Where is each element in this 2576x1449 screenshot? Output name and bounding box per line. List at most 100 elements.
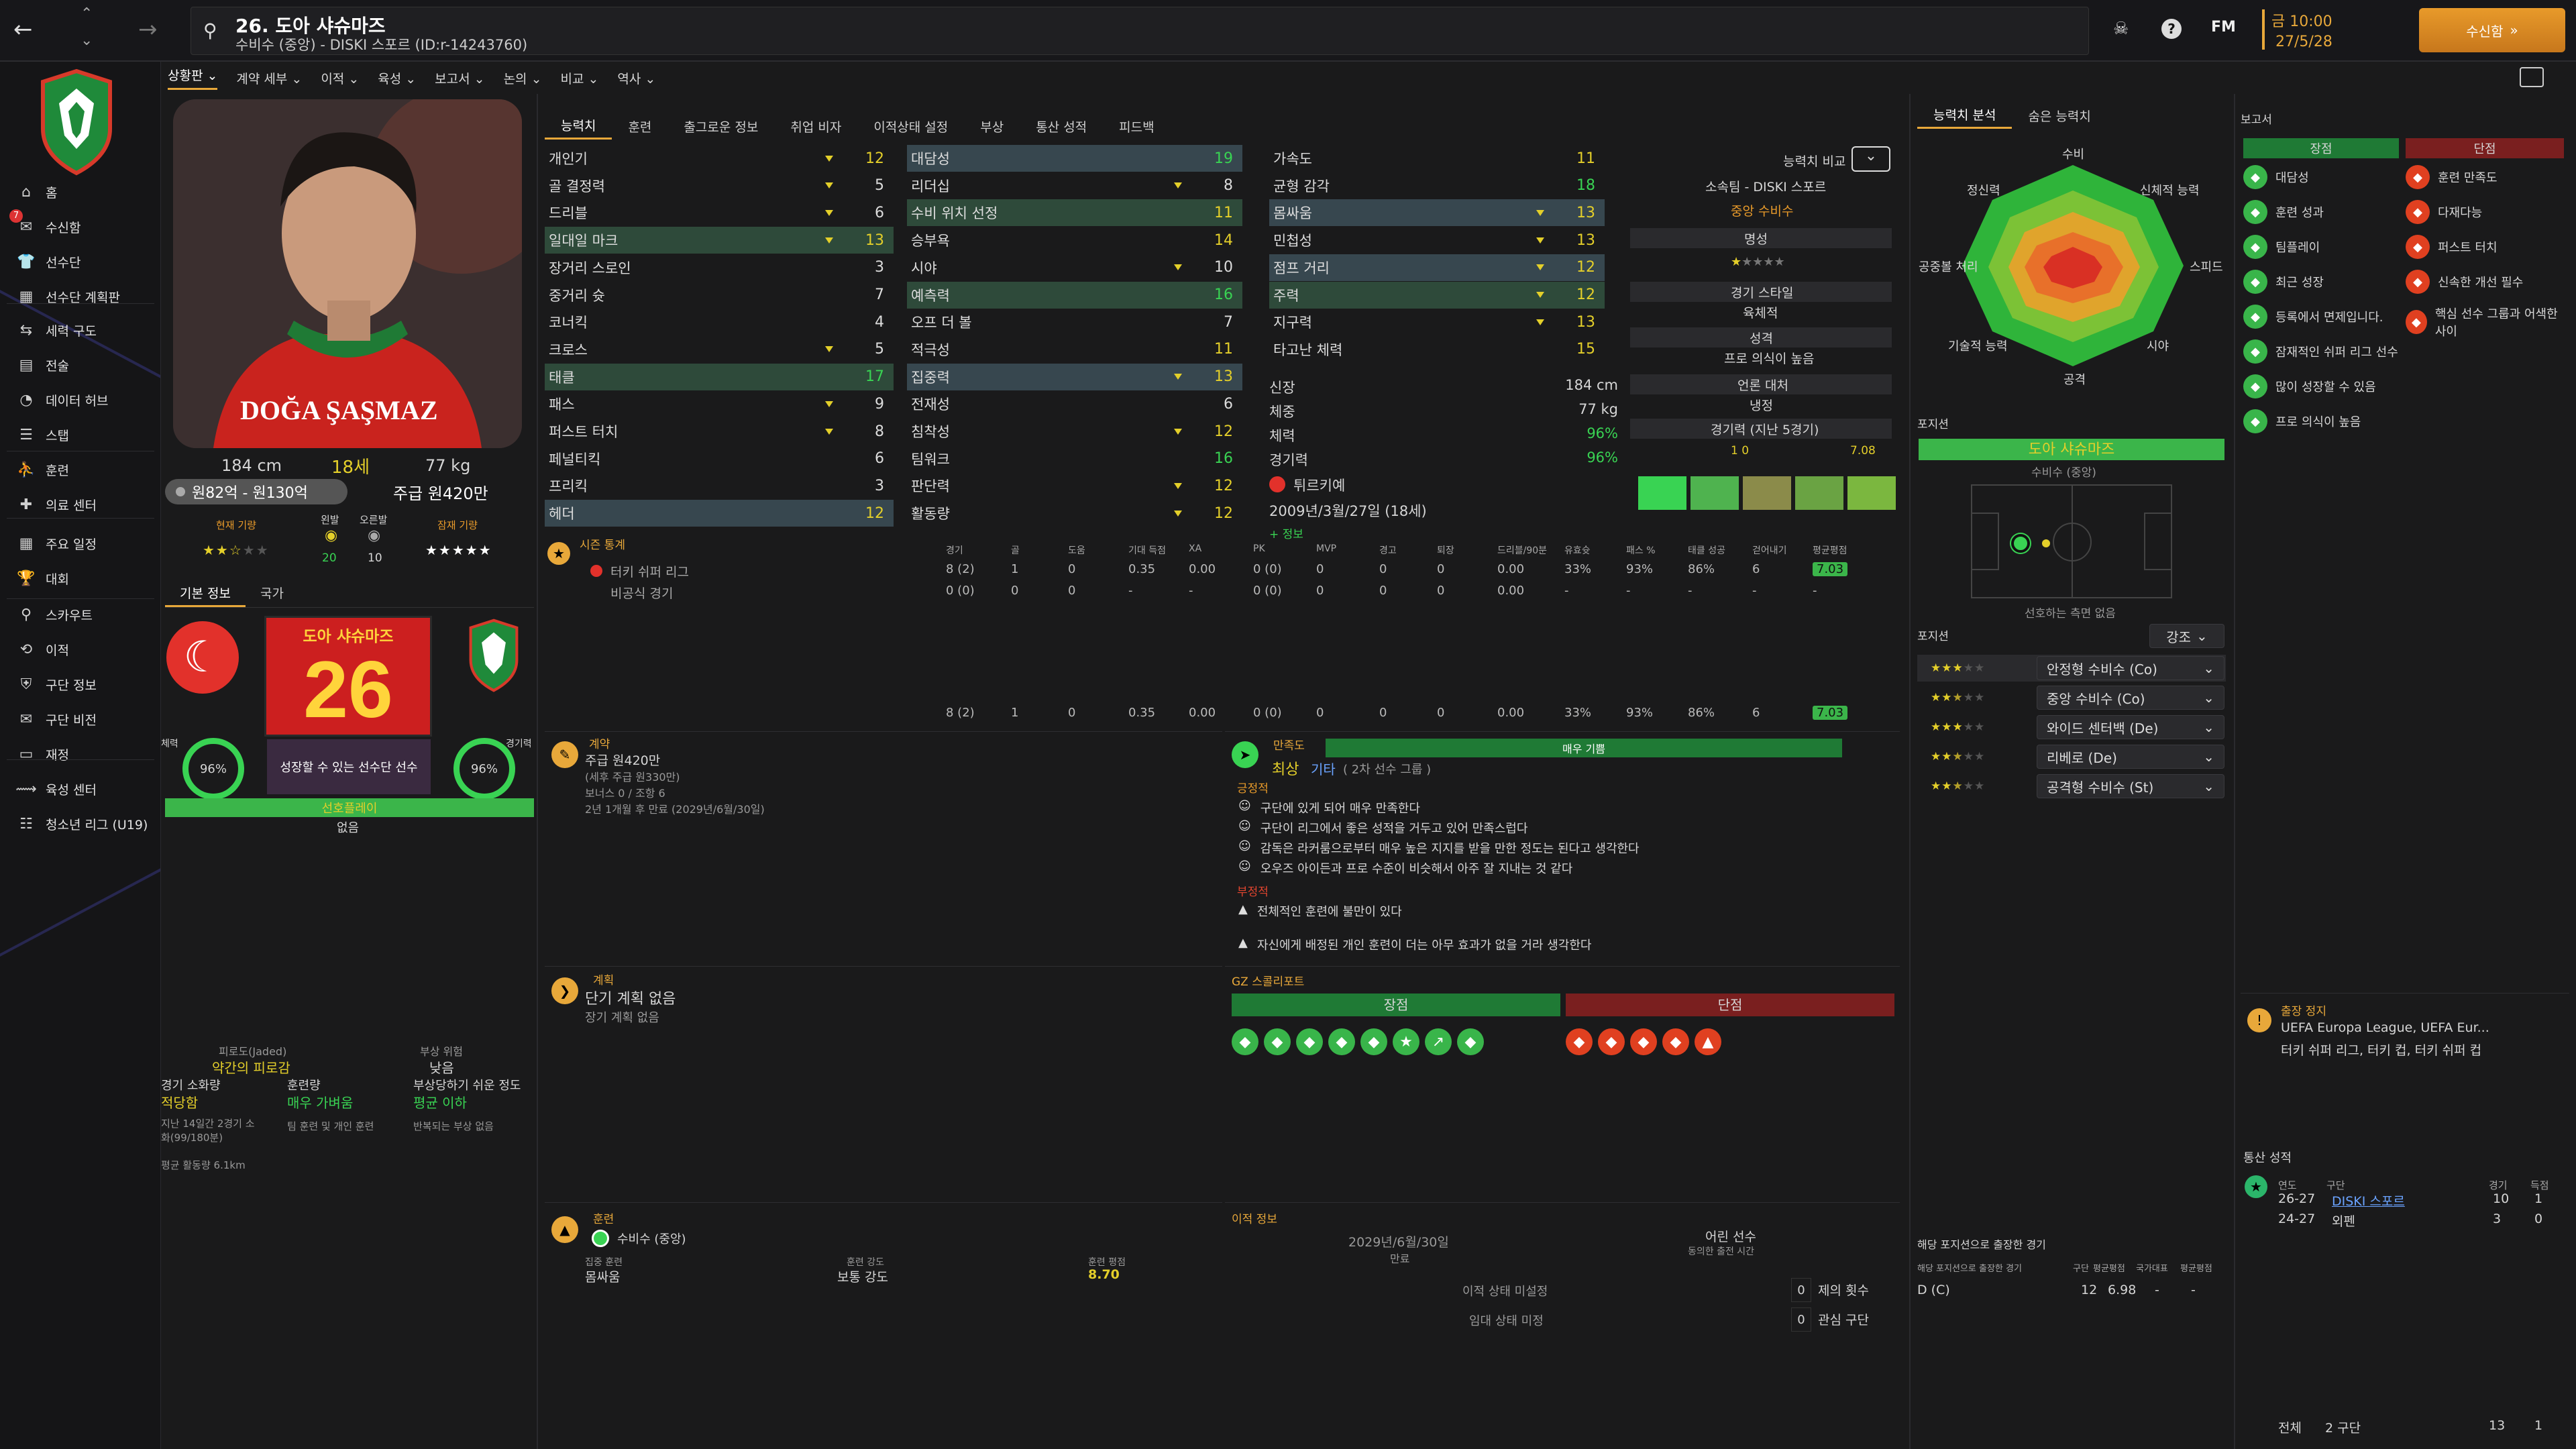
strength-icon[interactable]: ↗: [1425, 1028, 1452, 1055]
stats-column-header[interactable]: 평균평점: [1813, 545, 1847, 556]
report-item[interactable]: ◆ 프로 의식이 높음: [2243, 409, 2404, 433]
strength-icon[interactable]: ◆: [1328, 1028, 1355, 1055]
attribute-row[interactable]: 프리킥 3: [545, 472, 894, 499]
stats-column-header[interactable]: XA: [1189, 543, 1202, 554]
nav-up-icon[interactable]: ⌃: [80, 5, 93, 22]
tab-basic-info[interactable]: 기본 정보: [165, 577, 246, 607]
role-dropdown[interactable]: 안정형 수비수 (Co) ⌄: [2037, 656, 2224, 680]
stats-column-header[interactable]: 태클 성공: [1688, 545, 1725, 556]
subnav-item[interactable]: 비교 ⌄: [560, 71, 599, 87]
stats-column-header[interactable]: PK: [1253, 543, 1265, 554]
subnav-item[interactable]: 논의 ⌄: [503, 71, 542, 87]
attribute-row[interactable]: 전재성 6: [907, 390, 1242, 417]
nav-down-icon[interactable]: ⌄: [80, 32, 93, 49]
tab-nation[interactable]: 국가: [260, 586, 284, 601]
sidebar-item[interactable]: ⛹ 훈련: [17, 458, 69, 482]
report-item[interactable]: ◆ 퍼스트 터치: [2406, 235, 2567, 259]
tab-attribute[interactable]: 취업 비자: [790, 119, 842, 135]
stats-column-header[interactable]: 패스 %: [1626, 545, 1656, 556]
sidebar-item[interactable]: ◔ 데이터 허브: [17, 388, 108, 412]
weakness-icon[interactable]: ▲: [1695, 1028, 1721, 1055]
report-icon-btn[interactable]: [2520, 67, 2544, 87]
sidebar-item[interactable]: ⇆ 세력 구도: [17, 318, 97, 342]
report-item[interactable]: ◆ 신속한 개선 필수: [2406, 270, 2567, 294]
stats-column-header[interactable]: 드리블/90분: [1497, 545, 1548, 556]
tab-attribute[interactable]: 이적상태 설정: [873, 119, 949, 135]
attribute-row[interactable]: 오프 더 볼 7: [907, 309, 1242, 335]
attribute-row[interactable]: 골 결정력 5: [545, 172, 894, 199]
strength-icon[interactable]: ◆: [1360, 1028, 1387, 1055]
weakness-icon[interactable]: ◆: [1662, 1028, 1689, 1055]
sidebar-item[interactable]: ✉ 구단 비전: [17, 707, 97, 731]
strength-icon[interactable]: ◆: [1232, 1028, 1258, 1055]
stats-column-header[interactable]: 퇴장: [1437, 545, 1454, 556]
attribute-row[interactable]: 몸싸움 13: [1269, 199, 1605, 227]
report-item[interactable]: ◆ 팀플레이: [2243, 235, 2404, 259]
attribute-row[interactable]: 개인기 12: [545, 145, 894, 172]
tab-attribute[interactable]: 출그로운 정보: [684, 119, 759, 135]
report-item[interactable]: ◆ 잠재적인 쉬퍼 리그 선수: [2243, 339, 2404, 364]
report-item[interactable]: ◆ 등록에서 면제입니다.: [2243, 305, 2404, 329]
strength-icon[interactable]: ★: [1393, 1028, 1419, 1055]
club-badge[interactable]: [467, 619, 521, 692]
attribute-row[interactable]: 시야 10: [907, 254, 1242, 281]
stats-column-header[interactable]: 골: [1011, 545, 1020, 556]
forward-button[interactable]: →: [138, 16, 158, 43]
continue-button[interactable]: 수신함»: [2419, 8, 2565, 52]
weakness-icon[interactable]: ◆: [1630, 1028, 1657, 1055]
report-item[interactable]: ◆ 많이 성장할 수 있음: [2243, 374, 2404, 398]
back-button[interactable]: ←: [13, 16, 33, 43]
attribute-row[interactable]: 퍼스트 터치 8: [545, 418, 894, 445]
attribute-row[interactable]: 예측력 16: [907, 281, 1242, 309]
attribute-row[interactable]: 주력 12: [1269, 281, 1605, 309]
attribute-row[interactable]: 리더십 8: [907, 172, 1242, 199]
sidebar-item[interactable]: ⟲ 이적: [17, 637, 69, 661]
stats-column-header[interactable]: 유효슛: [1564, 545, 1591, 556]
attribute-row[interactable]: 균형 감각 18: [1269, 172, 1605, 199]
role-dropdown[interactable]: 공격형 수비수 (St) ⌄: [2037, 774, 2224, 798]
tab-attribute[interactable]: 피드백: [1119, 119, 1155, 135]
subnav-item[interactable]: 상황판 ⌄: [168, 66, 218, 90]
subnav-item[interactable]: 보고서 ⌄: [435, 71, 485, 87]
attribute-row[interactable]: 중거리 슛 7: [545, 282, 894, 309]
attribute-row[interactable]: 장거리 스로인 3: [545, 254, 894, 281]
attribute-row[interactable]: 가속도 11: [1269, 145, 1605, 172]
attribute-row[interactable]: 판단력 12: [907, 472, 1242, 499]
sidebar-item[interactable]: ✚ 의료 센터: [17, 492, 97, 517]
attribute-row[interactable]: 수비 위치 선정 11: [907, 199, 1242, 227]
tab-ability-analysis[interactable]: 능력치 분석: [1917, 102, 2012, 129]
stats-column-header[interactable]: 경기: [946, 545, 963, 556]
search-bar[interactable]: ⚲ 26. 도아 샤슈마즈 수비수 (중앙) - DISKI 스포르 (ID:r…: [191, 7, 2089, 55]
report-item[interactable]: ◆ 대담성: [2243, 165, 2404, 189]
attribute-row[interactable]: 침착성 12: [907, 418, 1242, 445]
attribute-row[interactable]: 헤더 12: [545, 500, 894, 527]
role-row[interactable]: ★★★★★ 중앙 수비수 (Co) ⌄: [1917, 684, 2226, 711]
weakness-icon[interactable]: ◆: [1598, 1028, 1625, 1055]
role-dropdown[interactable]: 중앙 수비수 (Co) ⌄: [2037, 686, 2224, 710]
attribute-row[interactable]: 지구력 13: [1269, 309, 1605, 335]
attribute-row[interactable]: 페널티킥 6: [545, 445, 894, 472]
sidebar-item[interactable]: ⟿ 육성 센터: [15, 777, 97, 801]
report-item[interactable]: ◆ 핵심 선수 그룹과 어색한 사이: [2406, 305, 2567, 339]
sidebar-item[interactable]: ☰ 스탭: [17, 423, 69, 447]
report-item[interactable]: ◆ 다재다능: [2406, 200, 2567, 224]
attribute-row[interactable]: 점프 거리 12: [1269, 254, 1605, 281]
stats-column-header[interactable]: 걷어내기: [1752, 545, 1787, 556]
role-dropdown[interactable]: 와이드 센터백 (De) ⌄: [2037, 715, 2224, 739]
role-dropdown[interactable]: 리베로 (De) ⌄: [2037, 745, 2224, 769]
strength-icon[interactable]: ◆: [1296, 1028, 1323, 1055]
highlight-dropdown[interactable]: 강조 ⌄: [2149, 624, 2224, 648]
sidebar-item[interactable]: ✉ 수신함 7: [9, 209, 80, 239]
sidebar-item[interactable]: 👕 선수단: [17, 250, 80, 274]
stats-column-header[interactable]: 경고: [1379, 545, 1397, 556]
sidebar-item[interactable]: ⛨ 구단 정보: [17, 672, 97, 696]
sidebar-item[interactable]: ▭ 재정: [17, 742, 69, 766]
attribute-row[interactable]: 타고난 체력 15: [1269, 336, 1605, 363]
sidebar-item[interactable]: ⌂ 홈: [17, 180, 57, 204]
skull-icon[interactable]: ☠: [2113, 19, 2129, 39]
attribute-row[interactable]: 코너킥 4: [545, 309, 894, 335]
attribute-row[interactable]: 일대일 마크 13: [545, 227, 894, 254]
subnav-item[interactable]: 이적 ⌄: [321, 71, 360, 87]
career-club-link[interactable]: DISKI 스포르: [2332, 1194, 2405, 1209]
attribute-row[interactable]: 드리블 6: [545, 199, 894, 226]
